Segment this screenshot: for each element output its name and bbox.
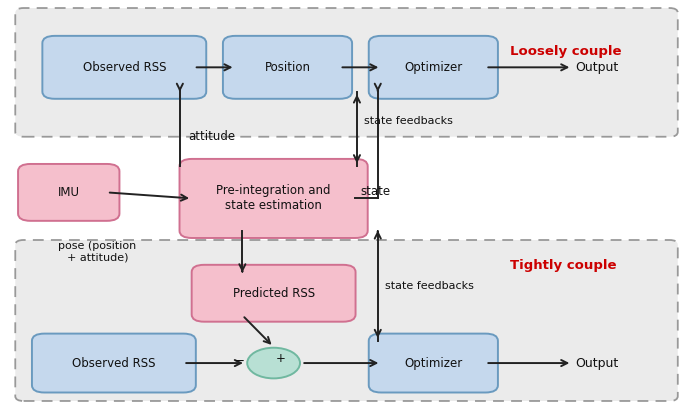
Text: Optimizer: Optimizer <box>404 357 463 370</box>
FancyBboxPatch shape <box>369 36 498 99</box>
Text: Output: Output <box>575 357 619 370</box>
Text: Predicted RSS: Predicted RSS <box>232 287 315 300</box>
FancyBboxPatch shape <box>192 265 356 322</box>
FancyBboxPatch shape <box>32 334 196 393</box>
Text: state feedbacks: state feedbacks <box>385 281 474 291</box>
Text: Position: Position <box>265 61 311 74</box>
Text: Output: Output <box>575 61 619 74</box>
Text: state: state <box>360 185 391 198</box>
FancyBboxPatch shape <box>369 334 498 393</box>
Text: +: + <box>276 352 286 365</box>
FancyBboxPatch shape <box>15 240 678 401</box>
Text: Observed RSS: Observed RSS <box>83 61 166 74</box>
FancyBboxPatch shape <box>179 159 368 238</box>
Text: pose (position
+ attitude): pose (position + attitude) <box>58 240 136 262</box>
Text: Optimizer: Optimizer <box>404 61 463 74</box>
Text: −: − <box>233 355 244 368</box>
Text: Loosely couple: Loosely couple <box>510 45 621 58</box>
Text: attitude: attitude <box>188 130 235 144</box>
FancyBboxPatch shape <box>43 36 206 99</box>
Text: Observed RSS: Observed RSS <box>72 357 155 370</box>
Text: IMU: IMU <box>57 186 80 199</box>
Circle shape <box>247 348 300 378</box>
FancyBboxPatch shape <box>223 36 352 99</box>
Text: Tightly couple: Tightly couple <box>510 258 616 272</box>
FancyBboxPatch shape <box>18 164 120 221</box>
FancyBboxPatch shape <box>15 8 678 137</box>
Text: Pre-integration and
state estimation: Pre-integration and state estimation <box>216 184 331 212</box>
Text: state feedbacks: state feedbacks <box>364 116 453 126</box>
